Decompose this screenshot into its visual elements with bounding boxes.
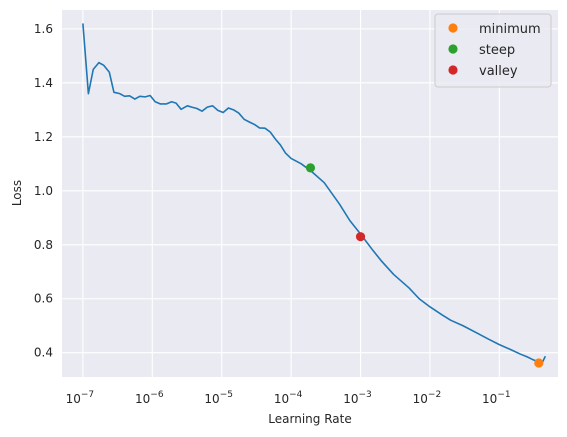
loss-series [82,23,547,363]
x-tick-labels: 10−7 10−6 10−5 10−4 10−3 10−2 10−1 [66,390,511,406]
y-tick-label: 0.4 [34,346,53,360]
x-tick-label: 10−5 [204,390,233,406]
x-tick-label: 10−6 [135,390,164,406]
y-tick-label: 1.6 [34,22,53,36]
legend: minimum steep valley [434,13,552,88]
marker-points [305,163,544,368]
marker-minimum [534,358,544,368]
legend-swatch-steep [448,44,458,54]
x-tick-label: 10−7 [66,390,95,406]
x-axis-label: Learning Rate [268,412,351,426]
y-tick-label: 0.6 [34,292,53,306]
legend-label-steep: steep [479,43,515,58]
y-axis-label: Loss [10,180,24,206]
y-tick-label: 0.8 [34,238,53,252]
x-tick-label: 10−2 [413,390,442,406]
y-tick-labels: 0.4 0.6 0.8 1.0 1.2 1.4 1.6 [34,22,53,360]
y-tick-label: 1.2 [34,130,53,144]
x-tick-label: 10−1 [482,390,511,406]
y-tick-label: 1.4 [34,76,53,90]
legend-box [434,13,552,88]
x-tick-label: 10−4 [274,390,303,406]
marker-valley [355,232,366,242]
legend-swatch-valley [448,65,458,75]
loss-line [82,23,547,363]
x-tick-label: 10−3 [343,390,372,406]
legend-label-minimum: minimum [479,22,541,37]
legend-label-valley: valley [479,64,518,79]
legend-swatch-minimum [448,23,458,33]
grid-lines [62,10,558,377]
y-tick-label: 1.0 [34,184,53,198]
marker-steep [305,163,316,173]
